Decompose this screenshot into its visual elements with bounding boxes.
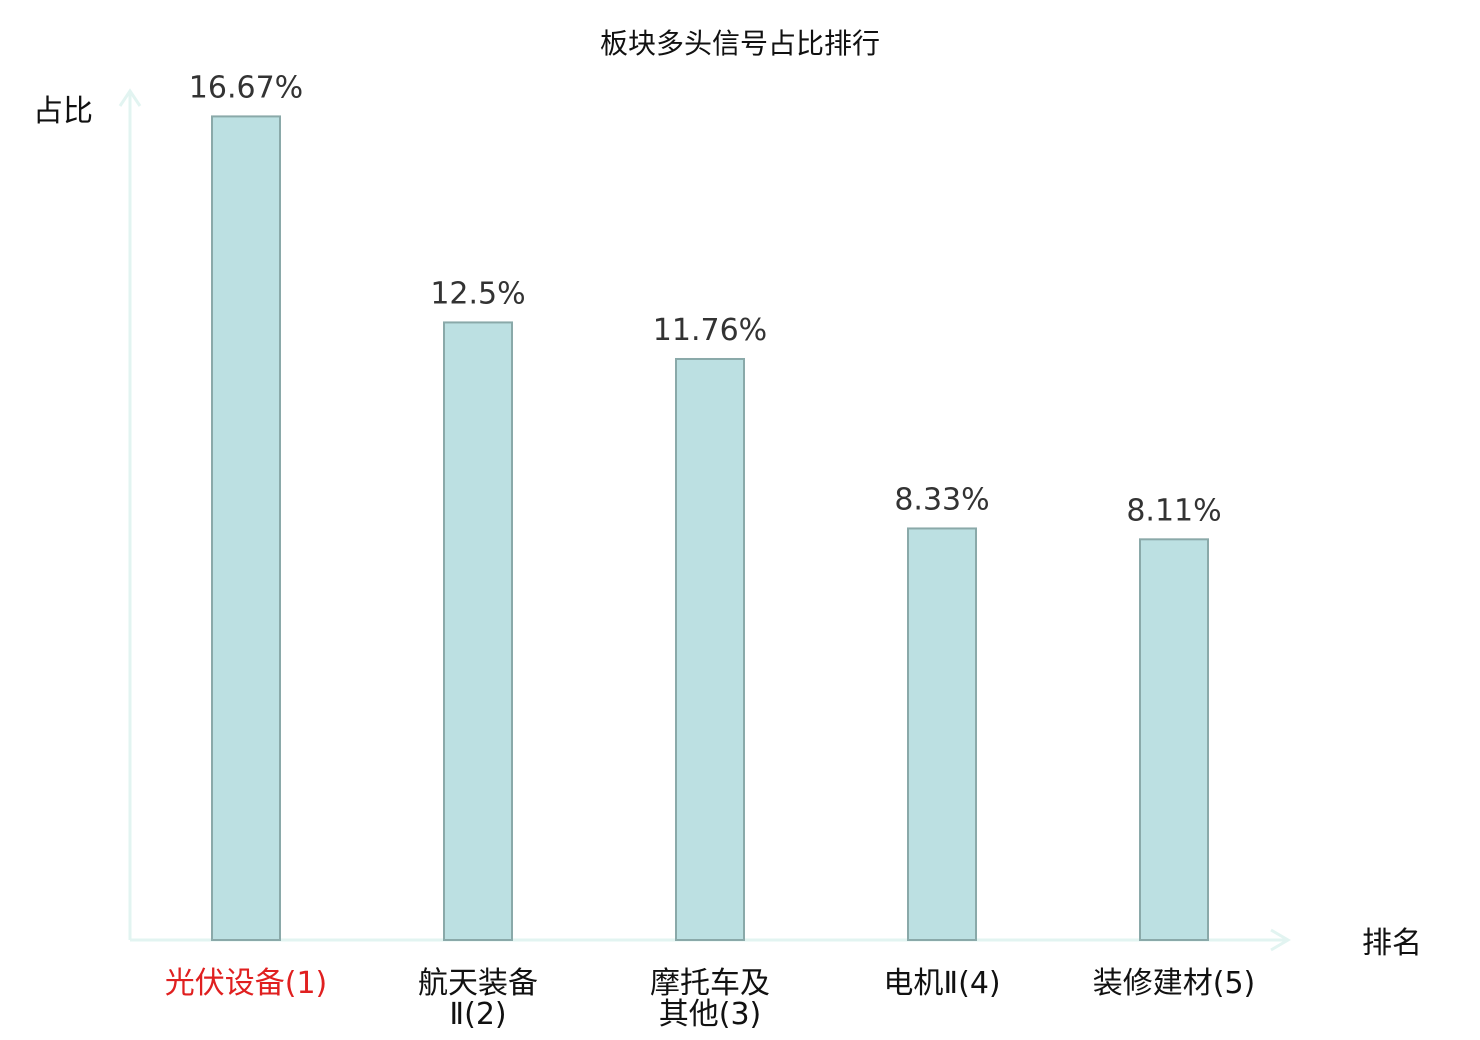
x-axis-label: 排名 [1362,926,1422,961]
chart-title: 板块多头信号占比排行 [600,27,880,60]
category-label-3-line-1: 摩托车及 [650,966,770,1001]
category-label-3-line-2: 其他(3) [659,997,762,1032]
bar-1 [211,115,281,942]
value-label-2: 12.5% [430,276,525,311]
bar-5 [1139,538,1209,941]
y-axis-label: 占比 [33,94,93,129]
category-label-4: 电机Ⅱ(4) [883,966,1000,1001]
bar-4 [907,527,977,942]
bar-3 [675,357,745,941]
x-axis-arrow [1270,928,1291,952]
value-label-4: 8.33% [894,482,989,517]
category-label-2-line-2: Ⅱ(2) [449,997,506,1032]
value-label-1: 16.67% [189,70,303,105]
category-label-1: 光伏设备(1) [165,966,328,1001]
bar-2 [443,321,513,941]
value-label-3: 11.76% [653,313,767,348]
category-label-2-line-1: 航天装备 [418,966,538,1001]
value-label-5: 8.11% [1126,493,1221,528]
y-axis-arrow [118,88,142,107]
category-label-5: 装修建材(5) [1093,966,1256,1001]
